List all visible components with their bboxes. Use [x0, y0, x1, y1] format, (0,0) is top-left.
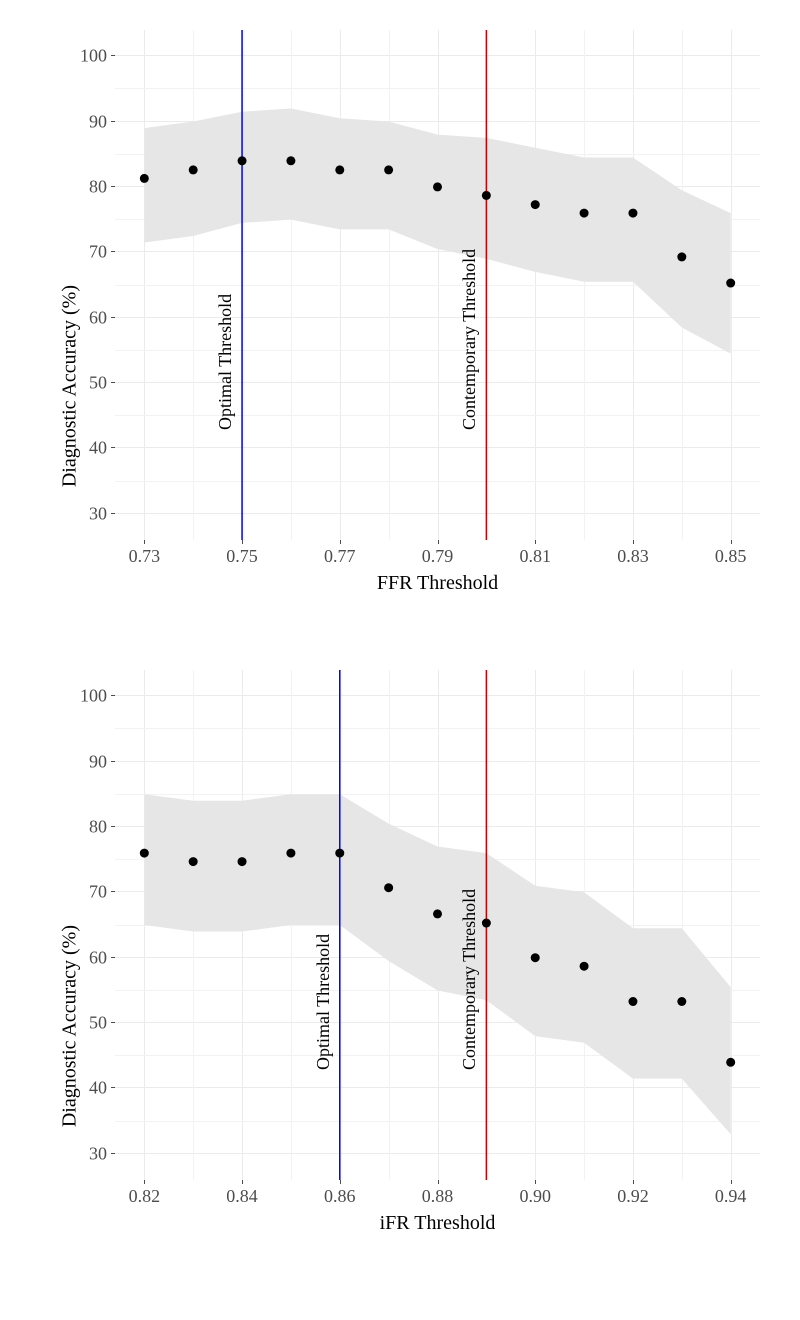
- plot-area: Optimal ThresholdContemporary Threshold0…: [115, 30, 760, 540]
- y-tick-label: 60: [89, 307, 107, 328]
- data-point: [189, 165, 198, 174]
- x-axis-title: iFR Threshold: [380, 1212, 496, 1235]
- data-point: [726, 279, 735, 288]
- data-point: [531, 953, 540, 962]
- data-point: [384, 883, 393, 892]
- threshold-label: Optimal Threshold: [313, 934, 334, 1070]
- x-tick-label: 0.81: [519, 546, 551, 567]
- x-tick-label: 0.82: [129, 1186, 161, 1207]
- data-point: [140, 174, 149, 183]
- ifr-chart: Optimal Threshold Contemporary Threshold 0…: [30, 660, 770, 1250]
- x-tick-label: 0.90: [519, 1186, 551, 1207]
- data-point: [580, 962, 589, 971]
- x-tick-label: 0.85: [715, 546, 747, 567]
- threshold-label: Contemporary Threshold: [459, 889, 480, 1070]
- y-tick-label: 90: [89, 111, 107, 132]
- x-tick-label: 0.77: [324, 546, 356, 567]
- x-tick-label: 0.84: [226, 1186, 258, 1207]
- data-point: [531, 200, 540, 209]
- data-point: [580, 209, 589, 218]
- data-point: [482, 191, 491, 200]
- data-point: [726, 1058, 735, 1067]
- plot-area: Optimal ThresholdContemporary Threshold0…: [115, 670, 760, 1180]
- y-tick-label: 70: [89, 882, 107, 903]
- confidence-ribbon: [144, 794, 730, 1134]
- data-point: [433, 909, 442, 918]
- data-point: [238, 857, 247, 866]
- y-tick-label: 70: [89, 242, 107, 263]
- data-point: [286, 156, 295, 165]
- y-tick-label: 100: [80, 46, 107, 67]
- x-tick-label: 0.83: [617, 546, 649, 567]
- y-tick-label: 100: [80, 686, 107, 707]
- x-tick-label: 0.88: [422, 1186, 454, 1207]
- x-tick-label: 0.75: [226, 546, 258, 567]
- data-point: [482, 919, 491, 928]
- y-tick-label: 50: [89, 1013, 107, 1034]
- y-axis-title: Diagnostic Accuracy (%): [59, 285, 82, 487]
- y-tick-label: 30: [89, 1143, 107, 1164]
- x-tick-label: 0.79: [422, 546, 454, 567]
- y-tick-label: 80: [89, 816, 107, 837]
- x-tick-label: 0.86: [324, 1186, 356, 1207]
- data-point: [384, 165, 393, 174]
- x-tick-label: 0.94: [715, 1186, 747, 1207]
- y-tick-label: 30: [89, 503, 107, 524]
- y-axis-title: Diagnostic Accuracy (%): [59, 925, 82, 1127]
- data-point: [677, 997, 686, 1006]
- threshold-label: Optimal Threshold: [215, 294, 236, 430]
- data-point: [140, 849, 149, 858]
- data-point: [433, 182, 442, 191]
- y-tick-label: 40: [89, 1078, 107, 1099]
- threshold-label: Contemporary Threshold: [459, 249, 480, 430]
- data-point: [628, 209, 637, 218]
- chart-svg: [115, 30, 760, 540]
- data-point: [628, 997, 637, 1006]
- x-tick-label: 0.73: [129, 546, 161, 567]
- y-tick-label: 50: [89, 373, 107, 394]
- y-tick-label: 80: [89, 176, 107, 197]
- data-point: [286, 849, 295, 858]
- y-tick-label: 90: [89, 751, 107, 772]
- chart-svg: [115, 670, 760, 1180]
- x-axis-title: FFR Threshold: [377, 572, 498, 595]
- ffr-chart: Optimal Threshold Contemporary Threshold 0…: [30, 20, 770, 610]
- data-point: [677, 252, 686, 261]
- y-tick-label: 40: [89, 438, 107, 459]
- data-point: [189, 857, 198, 866]
- data-point: [335, 165, 344, 174]
- data-point: [238, 156, 247, 165]
- y-tick-label: 60: [89, 947, 107, 968]
- x-tick-label: 0.92: [617, 1186, 649, 1207]
- data-point: [335, 849, 344, 858]
